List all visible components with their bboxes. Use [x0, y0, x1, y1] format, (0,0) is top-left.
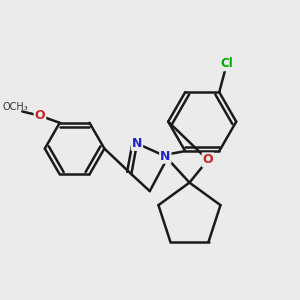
Text: N: N [160, 150, 170, 163]
Text: N: N [132, 137, 142, 150]
Text: O: O [202, 153, 213, 167]
Text: methoxy: methoxy [22, 109, 28, 110]
Text: methoxy: methoxy [11, 107, 17, 109]
Text: Cl: Cl [220, 57, 233, 70]
Text: OCH₃: OCH₃ [2, 102, 28, 112]
Text: O: O [34, 109, 45, 122]
